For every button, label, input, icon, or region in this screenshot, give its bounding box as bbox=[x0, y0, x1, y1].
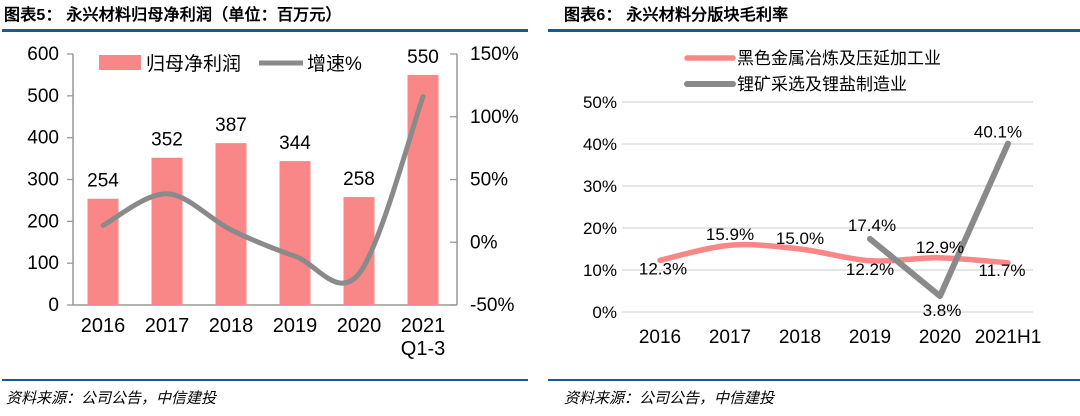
y-axis-tick-label: 30% bbox=[583, 177, 617, 196]
net-profit-bars: 254 352 387 344 258 550 bbox=[87, 47, 439, 305]
y-axis-tick-label: 10% bbox=[583, 261, 617, 280]
lithium-point-label: 3.8% bbox=[923, 301, 962, 320]
right-axis-tick-label: 0% bbox=[470, 232, 498, 253]
bar-value-label: 344 bbox=[279, 133, 311, 154]
bar-value-label: 352 bbox=[151, 130, 183, 151]
bar-value-label: 550 bbox=[407, 47, 439, 68]
figure-6-title: 图表6： 永兴材料分版块毛利率 bbox=[564, 7, 789, 24]
figure-5-panel: 图表5： 永兴材料归母净利润（单位：百万元） 600 500 400 300 200 10… bbox=[2, 7, 528, 416]
lithium-margin-line bbox=[867, 140, 1011, 300]
bar-value-label: 387 bbox=[215, 115, 247, 136]
steel-point-label: 12.2% bbox=[846, 260, 894, 279]
x-axis-label: 2021 bbox=[401, 315, 446, 337]
left-axis-tick-label: 100 bbox=[27, 253, 59, 274]
figure-6-panel: 图表6： 永兴材料分版块毛利率 50% 40% 30% 20% 10% 0% 2016 201… bbox=[540, 0, 1080, 416]
figure-5-title: 图表5： 永兴材料归母净利润（单位：百万元） bbox=[4, 7, 342, 24]
lithium-point-labels: 17.4% 3.8% 40.1% bbox=[848, 123, 1022, 320]
legend-lithium-label: 锂矿采选及锂盐制造业 bbox=[737, 75, 907, 94]
figure-6-source-text: 资料来源：公司公告，中信建投 bbox=[564, 390, 775, 407]
y-axis-tick-label: 50% bbox=[583, 93, 617, 112]
x-axis-label: 2019 bbox=[849, 327, 891, 348]
figure-6-chart: 50% 40% 30% 20% 10% 0% 2016 2017 2018 2019 2020 202… bbox=[583, 49, 1041, 348]
legend-steel-label: 黑色金属冶炼及压延加工业 bbox=[737, 49, 941, 68]
bar-value-label: 258 bbox=[343, 169, 375, 190]
x-axis-label: 2020 bbox=[337, 315, 382, 337]
x-axis-label: 2020 bbox=[919, 327, 961, 348]
x-axis-label: 2016 bbox=[81, 315, 126, 337]
bar-value-label: 254 bbox=[87, 171, 119, 192]
left-axis-tick-label: 400 bbox=[27, 128, 59, 149]
legend: 归母净利润 增速% bbox=[99, 53, 362, 75]
right-axis-tick-label: -50% bbox=[470, 295, 514, 316]
legend-line-label: 增速% bbox=[307, 53, 362, 75]
legend-bar-swatch bbox=[99, 55, 141, 70]
right-axis-tick-label: 150% bbox=[470, 44, 519, 65]
y-axis-tick-label: 20% bbox=[583, 219, 617, 238]
left-axis-tick-label: 300 bbox=[27, 170, 59, 191]
x-axis-label: 2018 bbox=[779, 327, 821, 348]
x-axis-label: 2016 bbox=[639, 327, 681, 348]
lithium-point-label: 17.4% bbox=[848, 216, 896, 235]
x-axis-label: 2017 bbox=[145, 315, 190, 337]
left-axis-tick-label: 500 bbox=[27, 86, 59, 107]
right-axis-tick-label: 50% bbox=[470, 170, 508, 191]
steel-margin-line bbox=[657, 241, 1011, 266]
x-axis-label: 2021H1 bbox=[975, 327, 1042, 348]
steel-point-labels: 12.3% 15.9% 15.0% 12.2% 12.9% 11.7% bbox=[639, 225, 1026, 280]
y-axis-tick-label: 0% bbox=[592, 303, 617, 322]
gridlines: 50% 40% 30% 20% 10% 0% bbox=[583, 93, 1033, 322]
lithium-point-label: 40.1% bbox=[974, 123, 1022, 142]
left-axis-tick-label: 200 bbox=[27, 211, 59, 232]
steel-point-label: 12.3% bbox=[639, 259, 687, 278]
figure-6-footer: 资料来源：公司公告，中信建投 bbox=[548, 379, 1080, 416]
left-axis-ticks: 600 500 400 300 200 100 0 bbox=[27, 44, 73, 316]
bar-2021-Q1-3 bbox=[407, 74, 439, 305]
figure-5-source-text: 资料来源：公司公告，中信建投 bbox=[6, 390, 217, 407]
x-axis-label: 2019 bbox=[273, 315, 318, 337]
steel-point-label: 11.7% bbox=[979, 261, 1026, 280]
left-axis-tick-label: 600 bbox=[27, 44, 59, 65]
bar-2016 bbox=[87, 198, 119, 305]
figure-5-chart: 600 500 400 300 200 100 0 150% 100% 50% 0% -50% 254 3… bbox=[27, 44, 519, 360]
steel-point-label: 15.9% bbox=[706, 225, 754, 244]
bar-2017 bbox=[151, 157, 183, 305]
x-axis-label: 2017 bbox=[709, 327, 751, 348]
x-axis-labels: 2016 2017 2018 2019 2020 2021H1 bbox=[639, 327, 1041, 348]
y-axis-tick-label: 40% bbox=[583, 135, 617, 154]
figure-5-footer: 资料来源：公司公告，中信建投 bbox=[2, 379, 528, 416]
left-axis-tick-label: 0 bbox=[48, 295, 59, 316]
growth-line bbox=[100, 94, 426, 286]
right-axis-tick-label: 100% bbox=[470, 107, 519, 128]
bar-2019 bbox=[279, 161, 311, 305]
legend-bar-label: 归母净利润 bbox=[146, 53, 241, 75]
steel-point-label: 15.0% bbox=[776, 229, 824, 248]
x-axis-label-line2: Q1-3 bbox=[401, 338, 445, 360]
x-axis-label: 2018 bbox=[209, 315, 254, 337]
steel-point-label: 12.9% bbox=[916, 238, 964, 257]
figure-5-title-rule bbox=[2, 29, 528, 32]
figure-6-title-rule bbox=[548, 29, 1080, 32]
right-axis-ticks: 150% 100% 50% 0% -50% bbox=[450, 44, 519, 316]
